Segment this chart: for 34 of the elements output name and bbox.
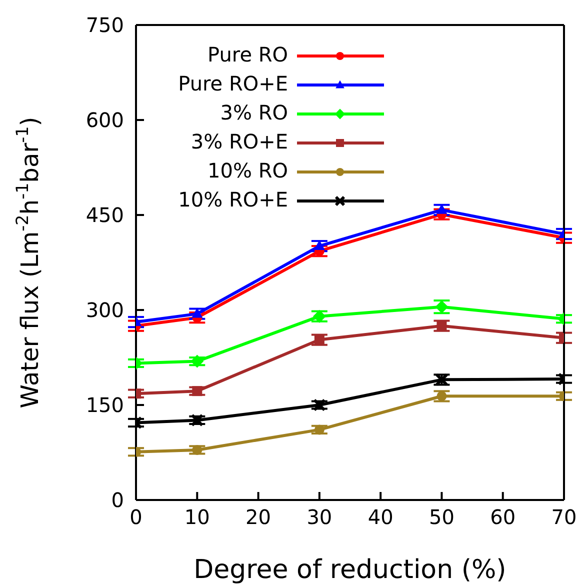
legend-label: 3% RO: [220, 100, 288, 124]
x-tick-label: 10: [184, 505, 210, 530]
x-tick-label: 0: [130, 505, 142, 530]
point: [436, 320, 447, 331]
point: [314, 424, 324, 435]
legend-label: 3% RO+E: [190, 129, 288, 154]
x-tick-label: 70: [551, 505, 577, 530]
y-tick-label: 300: [86, 298, 124, 322]
point: [436, 391, 447, 402]
legend-label: Pure RO+E: [178, 71, 288, 96]
point: [190, 354, 204, 368]
y-tick-label: 0: [111, 488, 124, 512]
y-tick-label: 600: [86, 108, 124, 132]
point: [190, 414, 204, 427]
legend-label: Pure RO: [208, 42, 288, 66]
legend-label: 10% RO: [208, 158, 288, 182]
point: [192, 444, 202, 455]
x-tick-label: 30: [306, 505, 332, 530]
x-tick-label: 50: [428, 505, 454, 530]
point: [192, 386, 202, 396]
y-tick-label: 750: [86, 13, 124, 38]
point: [314, 334, 324, 345]
legend-label: 10% RO+E: [178, 187, 288, 212]
y-tick-label: 150: [86, 393, 124, 418]
point: [435, 373, 448, 386]
point: [436, 204, 448, 214]
x-tick-label: 40: [368, 505, 394, 530]
point: [312, 310, 326, 323]
x-tick-label: 20: [246, 505, 272, 530]
y-tick-label: 450: [86, 203, 124, 228]
x-tick-label: 60: [490, 505, 516, 530]
point: [312, 398, 326, 412]
point: [192, 308, 203, 318]
x-axis-title: Degree of reduction (%): [194, 555, 506, 585]
